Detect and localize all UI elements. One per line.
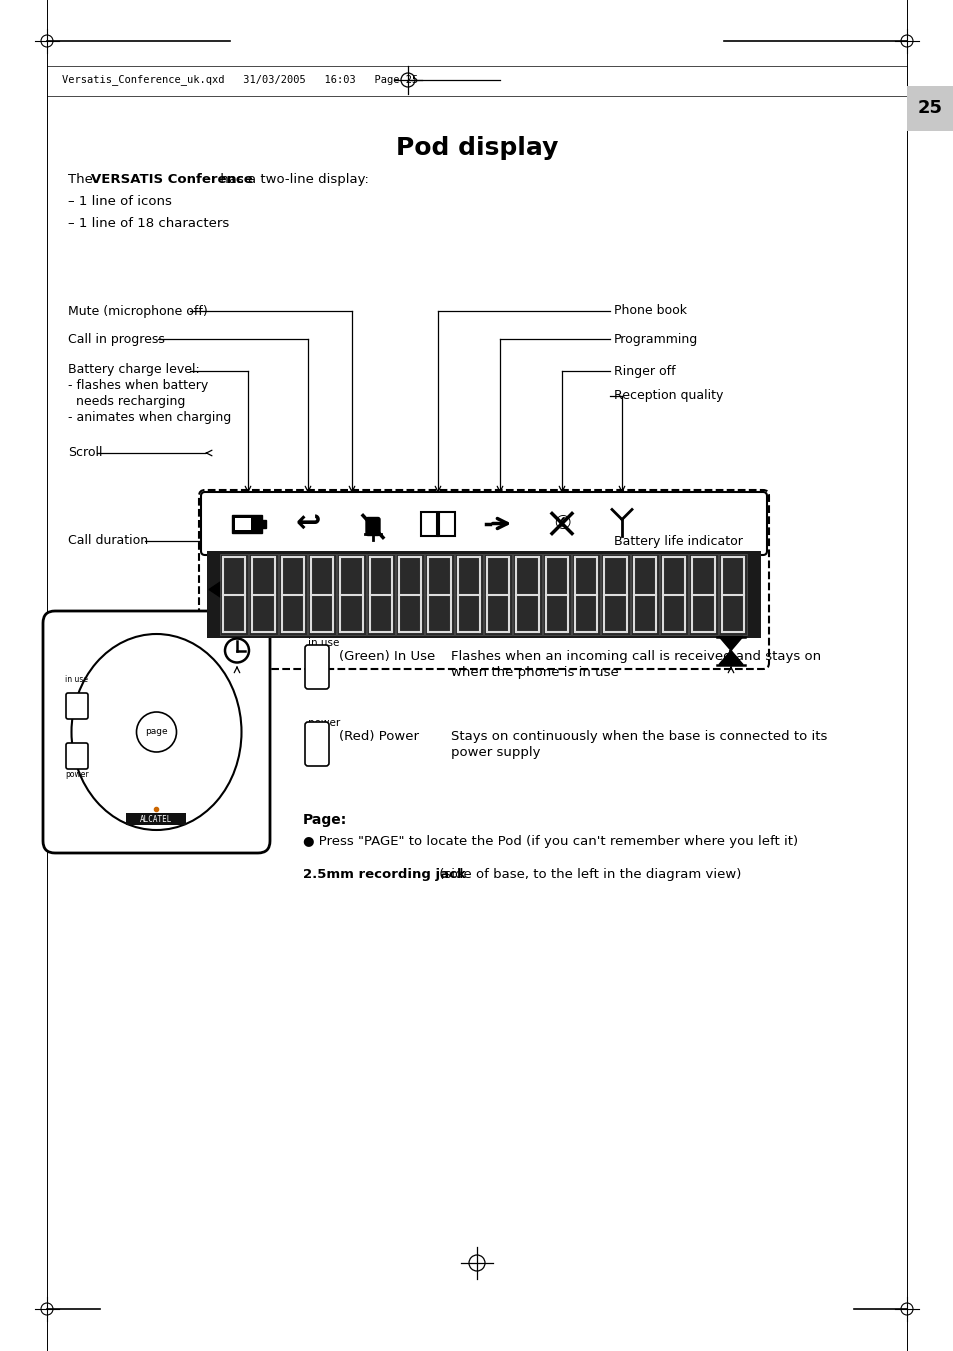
FancyBboxPatch shape	[425, 554, 454, 635]
Text: - animates when charging: - animates when charging	[68, 411, 231, 424]
FancyBboxPatch shape	[366, 517, 379, 535]
FancyBboxPatch shape	[420, 512, 436, 535]
Text: has a two-line display:: has a two-line display:	[215, 173, 369, 186]
FancyBboxPatch shape	[438, 512, 455, 535]
Text: Base LEDs:: Base LEDs:	[303, 607, 389, 620]
FancyBboxPatch shape	[278, 554, 307, 635]
FancyBboxPatch shape	[689, 554, 717, 635]
Text: Versatis_Conference_uk.qxd   31/03/2005   16:03   Page 25: Versatis_Conference_uk.qxd 31/03/2005 16…	[62, 74, 417, 85]
FancyBboxPatch shape	[305, 644, 329, 689]
Text: ALCATEL: ALCATEL	[140, 815, 172, 824]
Text: Page:: Page:	[303, 813, 347, 827]
FancyBboxPatch shape	[366, 554, 395, 635]
Text: ↩: ↩	[294, 509, 320, 538]
Text: Mute (microphone off): Mute (microphone off)	[68, 304, 208, 317]
FancyBboxPatch shape	[659, 554, 688, 635]
Text: when the phone is in use: when the phone is in use	[451, 666, 618, 680]
FancyBboxPatch shape	[234, 517, 251, 530]
Text: Reception quality: Reception quality	[614, 389, 722, 403]
Text: The: The	[68, 173, 97, 186]
FancyBboxPatch shape	[199, 490, 768, 669]
FancyBboxPatch shape	[249, 554, 277, 635]
Text: – 1 line of 18 characters: – 1 line of 18 characters	[68, 218, 229, 230]
Text: (side of base, to the left in the diagram view): (side of base, to the left in the diagra…	[435, 867, 740, 881]
FancyBboxPatch shape	[483, 554, 512, 635]
Text: Call duration: Call duration	[68, 535, 148, 547]
Text: Scroll: Scroll	[68, 446, 102, 459]
FancyBboxPatch shape	[572, 554, 599, 635]
Text: needs recharging: needs recharging	[68, 394, 185, 408]
FancyBboxPatch shape	[455, 554, 482, 635]
FancyBboxPatch shape	[337, 554, 365, 635]
Text: Stays on continuously when the base is connected to its: Stays on continuously when the base is c…	[451, 730, 826, 743]
FancyBboxPatch shape	[201, 492, 766, 555]
Text: (Red) Power: (Red) Power	[338, 730, 418, 743]
Text: – 1 line of icons: – 1 line of icons	[68, 195, 172, 208]
FancyBboxPatch shape	[305, 721, 329, 766]
Text: Ringer off: Ringer off	[614, 365, 675, 377]
FancyBboxPatch shape	[630, 554, 659, 635]
Text: VERSATIS Conference: VERSATIS Conference	[91, 173, 253, 186]
Text: ✆: ✆	[554, 513, 570, 534]
FancyBboxPatch shape	[513, 554, 541, 635]
Text: Pod display: Pod display	[395, 136, 558, 159]
Text: power: power	[308, 717, 340, 728]
Text: in use: in use	[66, 676, 89, 684]
Text: ● Press "PAGE" to locate the Pod (if you can't remember where you left it): ● Press "PAGE" to locate the Pod (if you…	[303, 835, 798, 848]
FancyBboxPatch shape	[718, 554, 746, 635]
FancyBboxPatch shape	[127, 813, 186, 825]
FancyBboxPatch shape	[43, 611, 270, 852]
FancyBboxPatch shape	[542, 554, 571, 635]
Polygon shape	[719, 650, 742, 665]
Text: Battery charge level:: Battery charge level:	[68, 363, 199, 376]
FancyBboxPatch shape	[308, 554, 336, 635]
FancyBboxPatch shape	[207, 551, 760, 638]
Text: Call in progress: Call in progress	[68, 332, 165, 346]
FancyBboxPatch shape	[66, 743, 88, 769]
Text: 25: 25	[917, 99, 942, 118]
Text: page: page	[145, 727, 168, 736]
Text: Base: Base	[442, 581, 511, 605]
Text: Battery life indicator: Battery life indicator	[614, 535, 742, 547]
Text: Phone book: Phone book	[614, 304, 686, 317]
Polygon shape	[209, 581, 221, 597]
FancyBboxPatch shape	[220, 554, 248, 635]
Text: in use: in use	[308, 638, 339, 648]
FancyBboxPatch shape	[66, 693, 88, 719]
FancyBboxPatch shape	[395, 554, 424, 635]
FancyBboxPatch shape	[232, 515, 262, 532]
FancyBboxPatch shape	[262, 520, 266, 527]
FancyBboxPatch shape	[600, 554, 629, 635]
FancyBboxPatch shape	[906, 86, 953, 131]
Text: Programming: Programming	[614, 332, 698, 346]
Text: power supply: power supply	[451, 746, 540, 759]
Text: (Green) In Use: (Green) In Use	[338, 650, 435, 663]
Text: - flashes when battery: - flashes when battery	[68, 380, 208, 392]
Text: 2.5mm recording jack: 2.5mm recording jack	[303, 867, 465, 881]
Text: Flashes when an incoming call is received and stays on: Flashes when an incoming call is receive…	[451, 650, 821, 663]
Text: power: power	[65, 770, 89, 780]
Polygon shape	[719, 636, 742, 650]
